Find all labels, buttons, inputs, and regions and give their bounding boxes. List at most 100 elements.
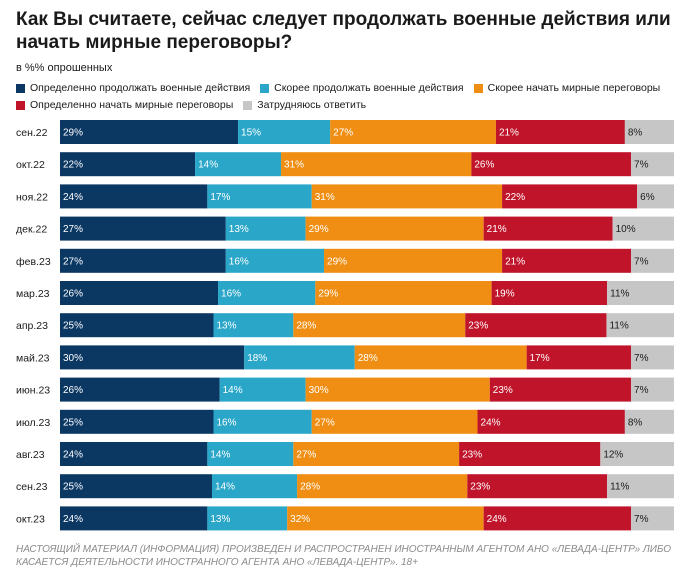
data-label: 17%	[210, 192, 230, 203]
legend-swatch	[473, 83, 483, 93]
bar-segment	[293, 313, 466, 338]
bar-segment	[324, 248, 503, 273]
chart-title: Как Вы считаете, сейчас следует продолжа…	[16, 9, 671, 53]
bar-segment	[238, 120, 331, 144]
data-label: 12%	[603, 450, 623, 461]
data-label: 18%	[247, 353, 267, 364]
data-label: 24%	[487, 514, 507, 525]
data-label: 29%	[63, 128, 83, 139]
data-label: 7%	[634, 385, 649, 396]
data-label: 13%	[210, 514, 230, 525]
data-label: 24%	[63, 514, 83, 525]
bar-segment	[211, 474, 298, 499]
bar-segment	[467, 474, 608, 499]
data-label: 19%	[495, 289, 515, 300]
bar-segment	[60, 248, 226, 273]
data-label: 11%	[609, 321, 628, 332]
bar-segment	[471, 152, 632, 177]
bar-segment	[631, 345, 674, 370]
data-label: 24%	[63, 450, 83, 461]
category-label: окт.23	[16, 513, 45, 525]
data-label: 17%	[530, 353, 550, 364]
bar-segment	[293, 442, 460, 466]
bar-segment	[213, 313, 294, 338]
data-label: 23%	[493, 385, 513, 396]
data-label: 27%	[333, 128, 353, 139]
legend-label: Скорее продолжать военные действия	[274, 82, 464, 94]
data-label: 13%	[229, 224, 249, 235]
data-label: 16%	[221, 289, 241, 300]
data-label: 28%	[358, 353, 378, 364]
legend-label: Затрудняюсь ответить	[257, 99, 367, 111]
category-label: мар.23	[16, 288, 50, 300]
bar-segment	[311, 409, 478, 434]
data-label: 23%	[462, 450, 482, 461]
data-label: 30%	[309, 385, 329, 396]
category-label: окт.22	[16, 159, 45, 171]
data-label: 14%	[223, 385, 243, 396]
bar-segment	[483, 506, 632, 531]
legend-swatch	[16, 83, 25, 93]
foreign-agent-disclaimer: НАСТОЯЩИЙ МАТЕРИАЛ (ИНФОРМАЦИЯ) ПРОИЗВЕД…	[16, 544, 671, 568]
category-label: май.23	[16, 352, 50, 364]
data-label: 31%	[315, 192, 335, 203]
bar-segment	[607, 474, 674, 499]
bar-segment	[60, 345, 245, 370]
data-label: 30%	[63, 353, 83, 364]
bar-segment	[311, 184, 503, 209]
bar-segment	[465, 313, 607, 338]
bar-segment	[225, 248, 325, 273]
legend-item: Скорее начать мирные переговоры	[473, 82, 660, 94]
bar-segment	[60, 506, 208, 531]
category-label: фев.23	[16, 256, 51, 268]
legend-label: Определенно продолжать военные действия	[30, 82, 251, 94]
bar-segment	[502, 248, 632, 273]
data-label: 21%	[499, 128, 519, 139]
data-label: 24%	[63, 192, 83, 203]
data-label: 27%	[296, 450, 316, 461]
data-label: 27%	[63, 224, 83, 235]
bar-segment	[526, 345, 632, 370]
data-label: 22%	[63, 160, 83, 171]
data-label: 29%	[318, 289, 338, 300]
bar-segment	[244, 345, 355, 370]
bar-segment	[631, 248, 674, 273]
legend-item: Определенно начать мирные переговоры	[16, 99, 233, 111]
legend-label: Определенно начать мирные переговоры	[30, 99, 234, 111]
bar-segment	[600, 442, 674, 466]
data-label: 29%	[309, 224, 329, 235]
data-label: 28%	[300, 482, 320, 493]
legend-item: Затрудняюсь ответить	[243, 99, 366, 111]
data-label: 21%	[487, 224, 507, 235]
bar-segment	[60, 474, 212, 499]
data-label: 28%	[296, 321, 316, 332]
data-label: 11%	[610, 289, 629, 300]
legend-swatch	[243, 100, 253, 110]
legend-item: Скорее продолжать военные действия	[260, 82, 464, 94]
bar-segment	[225, 216, 306, 241]
data-label: 16%	[229, 256, 249, 267]
bar-segment	[297, 474, 468, 499]
data-label: 27%	[315, 417, 335, 428]
bar-segment	[631, 377, 674, 402]
data-label: 14%	[210, 450, 230, 461]
data-label: 7%	[634, 353, 649, 364]
data-label: 25%	[63, 482, 83, 493]
chart-subtitle: в %% опрошенных	[16, 62, 113, 74]
category-label: июл.23	[16, 417, 50, 429]
data-label: 29%	[327, 256, 347, 267]
data-label: 8%	[628, 128, 643, 139]
bar-segment	[459, 442, 601, 466]
bar-segment	[477, 409, 625, 434]
data-label: 6%	[640, 192, 655, 203]
bar-segment	[287, 506, 484, 531]
bar-segment	[305, 377, 490, 402]
data-label: 15%	[241, 128, 261, 139]
bar-segment	[207, 442, 294, 466]
data-label: 25%	[63, 417, 83, 428]
bar-segment	[218, 281, 316, 305]
bar-segment	[60, 409, 214, 434]
bar-segment	[60, 152, 196, 177]
data-label: 7%	[634, 256, 649, 267]
